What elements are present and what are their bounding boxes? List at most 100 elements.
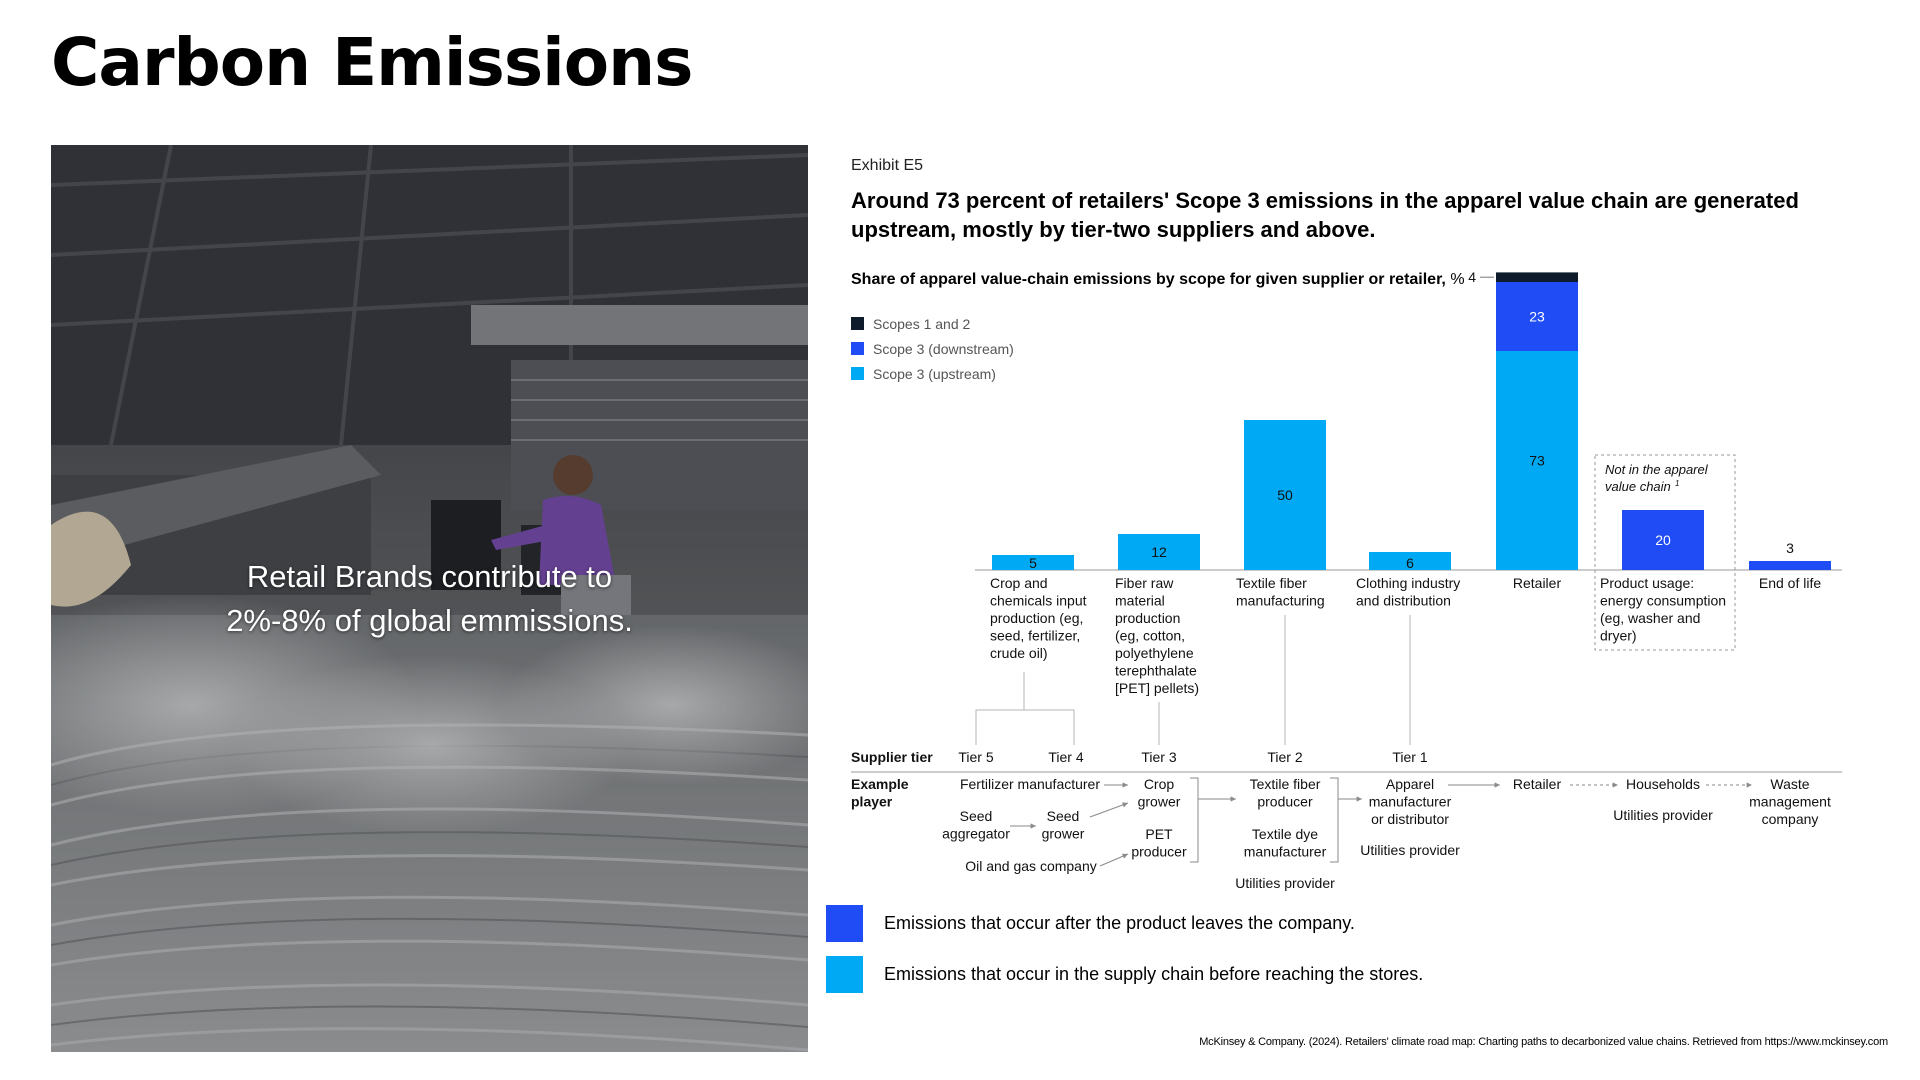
player-13-line-1: Households: [1626, 776, 1700, 792]
category-label-6-line-1: Product usage:: [1600, 575, 1694, 591]
footer-swatch-downstream: [826, 905, 863, 942]
tier-label-2: Tier 4: [1048, 749, 1083, 765]
legend-item-upstream: Scope 3 (upstream): [851, 361, 1014, 386]
legend-label-scope12: Scopes 1 and 2: [873, 315, 971, 332]
category-label-2-line-4: (eg, cotton,: [1115, 628, 1185, 644]
data-label-downstream-7: 3: [1786, 540, 1794, 556]
data-label-upstream-1: 5: [1029, 555, 1037, 571]
player-10-line-1: Apparel: [1386, 776, 1434, 792]
arrow-seed-grower-crop-head: [1122, 802, 1128, 808]
arrow-households-waste-head: [1746, 782, 1752, 788]
tier-label-4: Tier 2: [1267, 749, 1302, 765]
category-label-2-line-5: polyethylene: [1115, 645, 1194, 661]
legend-item-downstream: Scope 3 (downstream): [851, 336, 1014, 361]
category-label-7-line-1: End of life: [1759, 575, 1821, 591]
player-7-line-2: producer: [1257, 794, 1313, 810]
arrow-oil-pet-head: [1122, 853, 1128, 859]
data-label-downstream-6: 20: [1655, 532, 1671, 548]
player-11-line-1: Utilities provider: [1360, 842, 1460, 858]
not-in-chain-annotation-line-1: Not in the apparel: [1605, 462, 1709, 477]
legend-swatch-scope12: [851, 317, 864, 330]
category-label-2-line-6: terephthalate: [1115, 663, 1197, 679]
photo-caption-line-1: Retail Brands contribute to: [246, 559, 613, 594]
exhibit-headline: Around 73 percent of retailers' Scope 3 …: [851, 188, 1799, 242]
bar-downstream-6: [1622, 510, 1704, 570]
category-label-6-line-4: dryer): [1600, 628, 1637, 644]
arrow-retailer-households-head: [1612, 782, 1618, 788]
player-14-line-1: Utilities provider: [1613, 807, 1713, 823]
footer-legend-downstream: Emissions that occur after the product l…: [826, 905, 1355, 942]
player-3-line-2: grower: [1042, 826, 1085, 842]
chart-legend: Scopes 1 and 2 Scope 3 (downstream) Scop…: [851, 311, 1014, 386]
connector-tier5-tier4: [975, 709, 1075, 745]
footer-swatch-upstream: [826, 956, 863, 993]
example-player-header-line-1: Example: [851, 776, 909, 792]
arrow-tier3-tier2-head: [1230, 796, 1236, 802]
tier-label-5: Tier 1: [1392, 749, 1427, 765]
category-label-2-line-2: material: [1115, 593, 1165, 609]
not-in-chain-annotation-line-2: value chain: [1605, 479, 1671, 494]
not-in-chain-annotation-sup: 1: [1675, 479, 1679, 488]
player-6-line-1: PET: [1145, 826, 1173, 842]
bar-upstream-3: [1244, 420, 1326, 570]
footer-legend-downstream-text: Emissions that occur after the product l…: [884, 913, 1355, 933]
legend-label-downstream: Scope 3 (downstream): [873, 340, 1014, 357]
category-label-6-line-3: (eg, washer and: [1600, 610, 1700, 626]
legend-swatch-downstream: [851, 342, 864, 355]
bar-upstream-1: [992, 555, 1074, 570]
arrow-tier1-retailer-head: [1494, 782, 1500, 788]
legend-swatch-upstream: [851, 367, 864, 380]
photo-caption: Retail Brands contribute to 2%-8% of glo…: [51, 555, 808, 643]
player-5-line-1: Crop: [1144, 776, 1175, 792]
bar-scope12-5: [1496, 272, 1578, 282]
category-label-4-line-2: and distribution: [1356, 593, 1451, 609]
exhibit-label: Exhibit E5: [851, 157, 924, 174]
bar-upstream-5: [1496, 351, 1578, 570]
photo-caption-line-2: 2%-8% of global emmissions.: [226, 603, 633, 638]
category-label-3-line-2: manufacturing: [1236, 593, 1325, 609]
data-label-upstream-2: 12: [1151, 544, 1167, 560]
not-in-chain-box: [1594, 454, 1736, 651]
data-label-upstream-5: 73: [1529, 453, 1545, 469]
arrow-seed-agg-grower-head: [1030, 823, 1036, 829]
player-5-line-2: grower: [1138, 794, 1181, 810]
data-label-scope12-5: 4: [1468, 269, 1476, 285]
chart-subtitle: Share of apparel value-chain emissions b…: [851, 271, 1465, 289]
supplier-tier-header: Supplier tier: [851, 749, 933, 765]
player-3-line-1: Seed: [1047, 808, 1080, 824]
player-7-line-1: Textile fiber: [1250, 776, 1321, 792]
player-12-line-1: Retailer: [1513, 776, 1562, 792]
player-4-line-1: Oil and gas company: [965, 858, 1097, 874]
category-label-1-line-3: production (eg,: [990, 610, 1083, 626]
player-1-line-1: Fertilizer manufacturer: [960, 776, 1100, 792]
slide-title: Carbon Emissions: [51, 24, 693, 101]
category-label-1-line-2: chemicals input: [990, 593, 1087, 609]
arrow-fertilizer-crop-head: [1122, 782, 1128, 788]
category-label-5-line-1: Retailer: [1513, 575, 1562, 591]
bracket-tier3: [1190, 777, 1199, 863]
category-label-2-line-3: production: [1115, 610, 1180, 626]
footer-legend-upstream-text: Emissions that occur in the supply chain…: [884, 964, 1424, 984]
player-10-line-3: or distributor: [1371, 811, 1449, 827]
player-15-line-2: management: [1749, 794, 1831, 810]
category-label-1-line-5: crude oil): [990, 645, 1048, 661]
category-label-4-line-1: Clothing industry: [1356, 575, 1460, 591]
tier-label-3: Tier 3: [1141, 749, 1176, 765]
bar-downstream-7: [1749, 561, 1831, 570]
bar-upstream-2: [1118, 534, 1200, 570]
arrow-seed-grower-crop: [1089, 802, 1129, 818]
player-6-line-2: producer: [1131, 844, 1187, 860]
category-label-2-line-7: [PET] pellets): [1115, 680, 1199, 696]
category-label-1-line-1: Crop and: [990, 575, 1048, 591]
player-2-line-2: aggregator: [942, 826, 1010, 842]
player-2-line-1: Seed: [960, 808, 993, 824]
legend-label-upstream: Scope 3 (upstream): [873, 365, 996, 382]
player-8-line-2: manufacturer: [1244, 844, 1327, 860]
player-10-line-2: manufacturer: [1369, 794, 1452, 810]
data-label-downstream-5: 23: [1529, 309, 1545, 325]
category-label-2-line-1: Fiber raw: [1115, 575, 1174, 591]
footer-legend-upstream: Emissions that occur in the supply chain…: [826, 956, 1423, 993]
player-15-line-3: company: [1762, 811, 1819, 827]
chart-subtitle-unit: %: [1445, 271, 1465, 288]
